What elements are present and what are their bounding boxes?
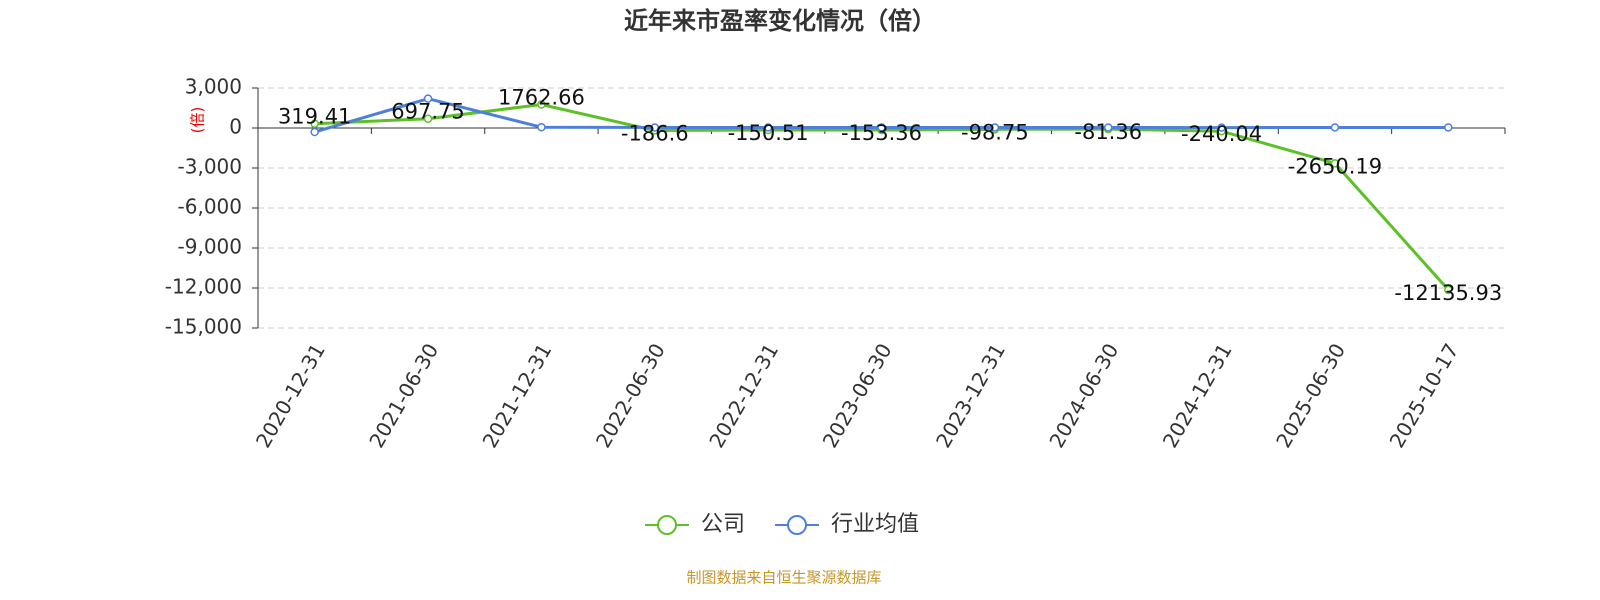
- data-label: -2650.19: [1288, 154, 1382, 178]
- point: [1217, 123, 1226, 132]
- point: [423, 94, 433, 103]
- legend-label: 公司: [701, 512, 745, 537]
- point: [877, 123, 886, 132]
- y-axis-label: (倍): [189, 107, 207, 134]
- point: [310, 127, 319, 137]
- data-label: 697.75: [391, 100, 464, 124]
- point: [1330, 159, 1340, 168]
- data-label: -153.36: [841, 121, 922, 145]
- point: [310, 119, 319, 128]
- x-tick-label: 2023-12-31: [931, 339, 1010, 452]
- chart-title: 近年来市盈率变化情况（倍）: [624, 7, 936, 35]
- legend-label: 行业均值: [831, 512, 919, 537]
- legend-marker: [657, 515, 677, 535]
- y-tick-label: -6,000: [178, 195, 242, 219]
- point: [423, 114, 433, 123]
- point: [1444, 123, 1453, 132]
- point: [1103, 123, 1113, 132]
- point: [650, 123, 660, 132]
- x-tick-label: 2024-06-30: [1044, 339, 1123, 452]
- x-tick-label: 2020-12-31: [251, 339, 330, 452]
- point: [990, 123, 1000, 132]
- x-tick-label: 2025-06-30: [1271, 339, 1350, 452]
- data-label: -12135.93: [1394, 281, 1502, 305]
- y-tick-label: -12,000: [165, 275, 242, 299]
- y-tick-label: -9,000: [178, 235, 242, 259]
- point: [763, 123, 773, 132]
- source-note: 制图数据来自恒生聚源数据库: [686, 569, 881, 587]
- y-tick-label: -15,000: [165, 315, 242, 339]
- data-label: -81.36: [1074, 120, 1142, 144]
- x-tick-label: 2022-12-31: [704, 339, 783, 452]
- x-tick-label: 2022-06-30: [591, 339, 670, 452]
- data-label: -186.6: [621, 121, 689, 145]
- x-tick-label: 2023-06-30: [818, 339, 897, 452]
- data-label: -240.04: [1181, 122, 1262, 146]
- x-tick-label: 2021-12-31: [478, 339, 557, 452]
- point: [1330, 123, 1340, 132]
- y-tick-label: 3,000: [185, 75, 242, 99]
- data-label: -98.75: [961, 120, 1029, 144]
- data-label: 319.41: [278, 105, 351, 129]
- point: [1444, 285, 1453, 295]
- legend-marker: [787, 515, 808, 535]
- x-tick-label: 2025-10-17: [1385, 339, 1464, 452]
- data-label: 1762.66: [498, 85, 585, 109]
- y-tick-label: 0: [229, 115, 242, 139]
- point: [537, 100, 546, 109]
- x-tick-label: 2024-12-31: [1158, 339, 1237, 452]
- y-tick-label: -3,000: [178, 155, 242, 179]
- data-label: -150.51: [728, 121, 809, 145]
- x-tick-label: 2021-06-30: [364, 339, 443, 452]
- point: [537, 122, 546, 132]
